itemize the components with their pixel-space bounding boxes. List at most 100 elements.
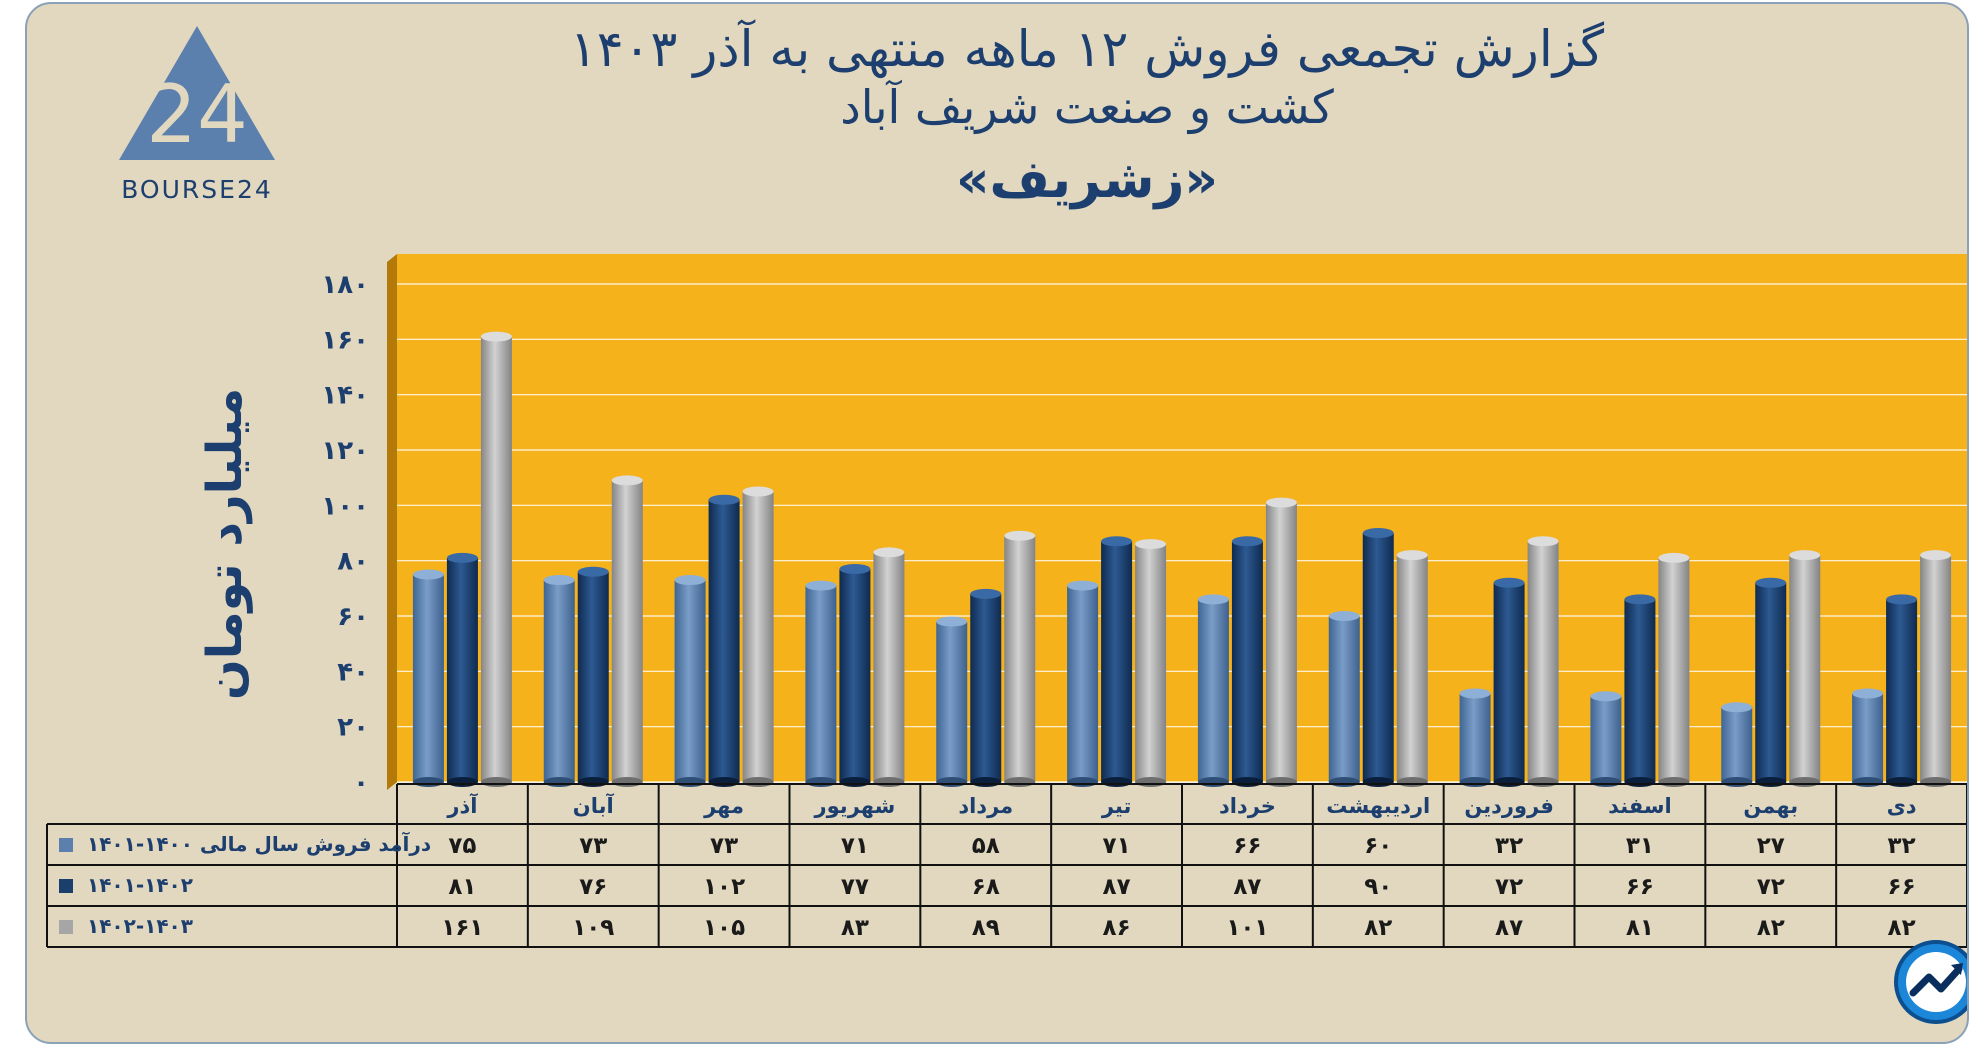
bar: [480, 336, 512, 782]
bar: [742, 491, 774, 782]
bar: [1658, 557, 1690, 782]
bar: [577, 571, 609, 782]
legend-label: درآمد فروش سال مالی ۱۴۰۰-۱۴۰۱: [87, 831, 431, 856]
bar: [1231, 541, 1263, 782]
bar: [674, 580, 706, 782]
data-label: ۶۰: [1364, 833, 1392, 859]
bar: [1920, 555, 1952, 782]
bar: [611, 480, 643, 782]
bar-base: [1459, 777, 1491, 787]
bar-top: [1624, 594, 1656, 605]
data-label: ۶۶: [1626, 874, 1654, 900]
bar-base: [936, 777, 968, 787]
data-label: ۱۶۱: [441, 915, 483, 941]
y-tick-label: ۱۸۰: [321, 270, 369, 300]
bar-top: [1101, 536, 1133, 547]
bar: [1067, 585, 1099, 782]
bar-top: [936, 616, 968, 627]
category-label: شهریور: [814, 794, 896, 818]
bar: [1101, 541, 1133, 782]
bar: [1197, 599, 1229, 782]
legend-swatch: [59, 838, 73, 852]
logo-text: BOURSE24: [121, 175, 273, 204]
bar-top: [1658, 552, 1690, 563]
bar-base: [1721, 777, 1753, 787]
data-label: ۸۷: [1103, 874, 1131, 900]
data-label: ۷۶: [579, 874, 607, 900]
bar: [1721, 707, 1753, 782]
category-label: خرداد: [1219, 794, 1276, 818]
y-tick-label: ۰: [353, 768, 369, 798]
data-label: ۷۵: [448, 833, 476, 859]
category-label: مرداد: [958, 794, 1013, 818]
data-label: ۸۷: [1495, 915, 1523, 941]
logo-mark: 24: [146, 68, 248, 161]
bar-base: [1493, 777, 1525, 787]
data-label: ۳۲: [1888, 833, 1916, 859]
y-tick-label: ۱۲۰: [321, 436, 369, 466]
data-label: ۷۷: [841, 874, 869, 900]
bar: [805, 585, 837, 782]
bar-top: [873, 547, 905, 558]
bar-top: [1920, 550, 1952, 561]
category-label: تیر: [1101, 794, 1132, 818]
bar-top: [1328, 611, 1360, 621]
bar-base: [1624, 777, 1656, 787]
bar-top: [577, 566, 609, 577]
category-label: اردیبهشت: [1326, 794, 1430, 818]
bar-base: [708, 777, 740, 787]
bar-base: [1789, 777, 1821, 787]
bar: [1493, 582, 1525, 782]
bar-top: [412, 569, 444, 580]
data-label: ۵۸: [972, 833, 1000, 859]
bar: [970, 593, 1002, 782]
legend-label: ۱۴۰۲-۱۴۰۳: [87, 914, 193, 938]
data-label: ۷۱: [1103, 833, 1131, 859]
data-label: ۷۳: [579, 833, 607, 859]
y-tick-label: ۱۶۰: [321, 325, 369, 355]
bar: [1852, 693, 1884, 782]
bar-top: [1459, 688, 1491, 699]
bar-top: [1396, 550, 1428, 561]
y-axis-label: میلیارد تومان: [197, 387, 253, 701]
bar-top: [1789, 550, 1821, 561]
bar-top: [1755, 577, 1787, 588]
bar-base: [1755, 777, 1787, 787]
plot-background: [397, 254, 1967, 782]
legend-swatch: [59, 920, 73, 934]
bar-base: [1852, 777, 1884, 787]
chart-frame: ۰ ۲۰ ۴۰ ۶۰ ۸۰ ۱۰۰ ۱۲۰ ۱۴۰ ۱۶۰ ۱۸۰ دی بهمن اسفند فرور…: [25, 2, 1969, 1044]
bar: [1265, 502, 1297, 782]
data-label: ۱۰۲: [703, 874, 745, 900]
y-tick-label: ۴۰: [337, 657, 369, 687]
bar-top: [839, 563, 871, 574]
bar-base: [1265, 777, 1297, 787]
bar-top: [1721, 702, 1753, 713]
bar-top: [1231, 536, 1263, 547]
bar: [1362, 533, 1394, 782]
data-label: ۸۹: [972, 915, 1000, 941]
bar: [1004, 535, 1036, 782]
category-label: مهر: [703, 794, 744, 818]
bar-base: [577, 777, 609, 787]
bar-top: [543, 575, 575, 586]
data-label: ۸۲: [1888, 915, 1916, 941]
bar-base: [611, 777, 643, 787]
category-label: آذر: [446, 793, 478, 818]
data-label: ۹۰: [1364, 874, 1392, 900]
category-label: بهمن: [1743, 794, 1798, 818]
trend-badge-icon: [1894, 940, 1967, 1024]
data-label: ۸۶: [1103, 915, 1131, 941]
bar-base: [543, 777, 575, 787]
bar-base: [1590, 777, 1622, 787]
chart-canvas: ۰ ۲۰ ۴۰ ۶۰ ۸۰ ۱۰۰ ۱۲۰ ۱۴۰ ۱۶۰ ۱۸۰ دی بهمن اسفند فرور…: [46, 254, 1967, 948]
bar: [708, 499, 740, 782]
legend-swatch: [59, 879, 73, 893]
bar: [446, 557, 478, 782]
bar-base: [1396, 777, 1428, 787]
data-label: ۱۰۵: [703, 915, 745, 941]
bar-base: [1197, 777, 1229, 787]
data-label: ۸۱: [448, 874, 476, 900]
bar-base: [1004, 777, 1036, 787]
bar-base: [873, 777, 905, 787]
